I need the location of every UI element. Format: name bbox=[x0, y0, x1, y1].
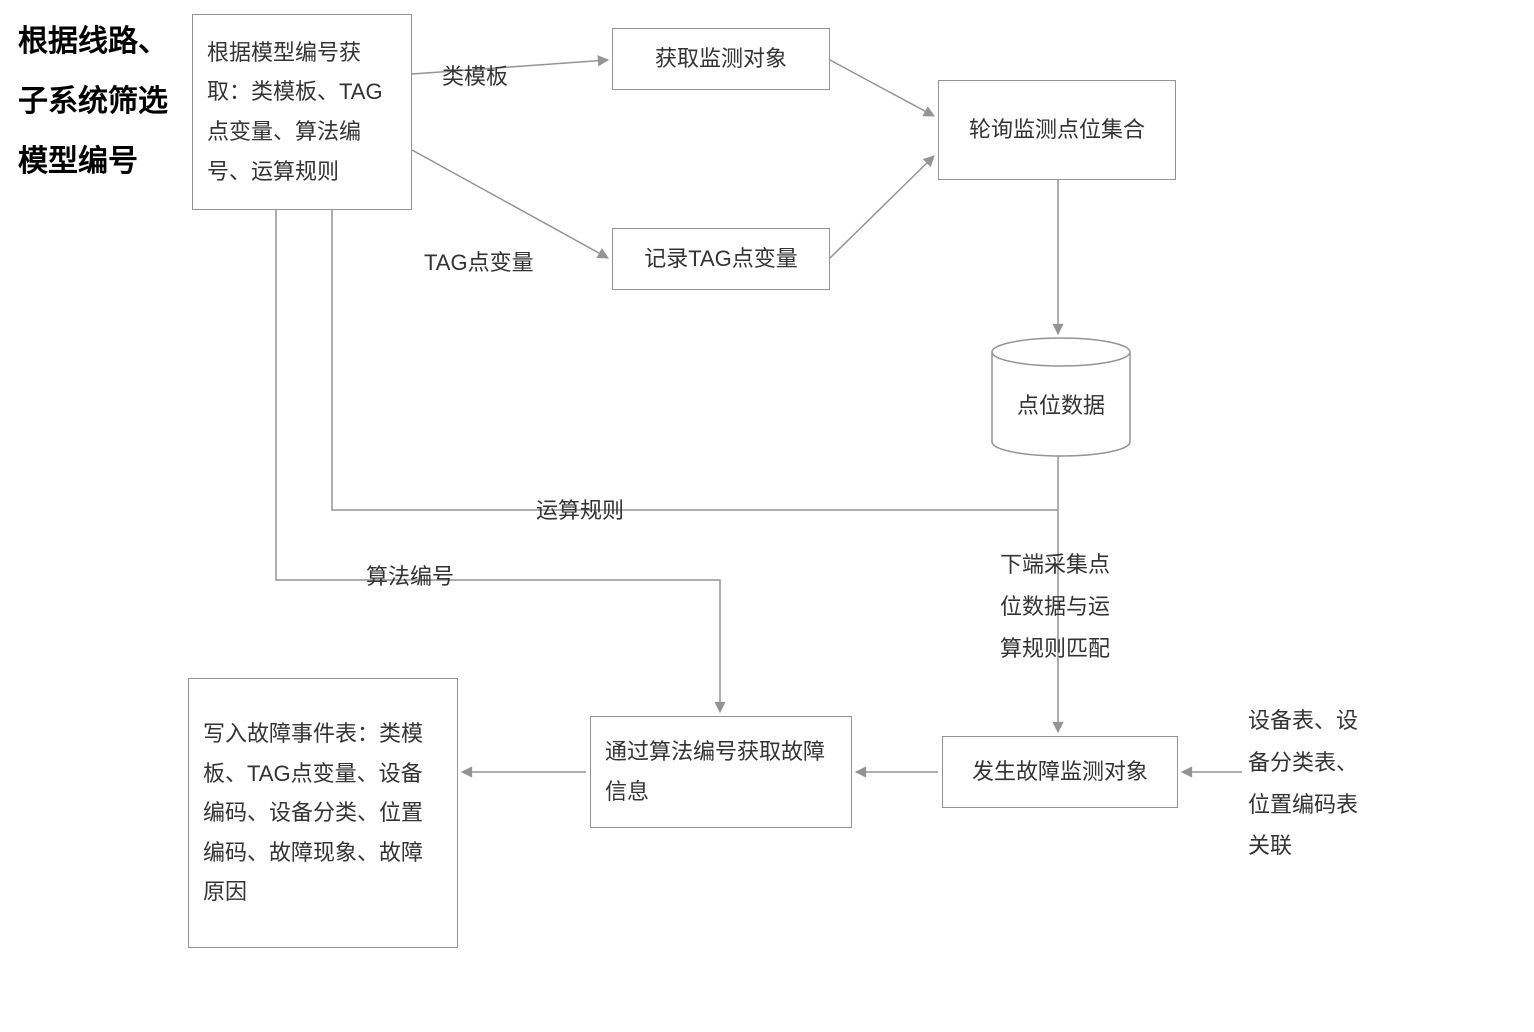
node-write-fault-event-label: 写入故障事件表：类模板、TAG点变量、设备编码、设备分类、位置编码、故障现象、故… bbox=[203, 714, 443, 912]
node-write-fault-event: 写入故障事件表：类模板、TAG点变量、设备编码、设备分类、位置编码、故障现象、故… bbox=[188, 678, 458, 948]
node-poll-points-label: 轮询监测点位集合 bbox=[969, 110, 1145, 150]
node-fault-monitor-object: 发生故障监测对象 bbox=[942, 736, 1178, 808]
title-line-1: 根据线路、 bbox=[18, 25, 168, 58]
db-point-data-label: 点位数据 bbox=[1017, 393, 1105, 418]
node-poll-points: 轮询监测点位集合 bbox=[938, 80, 1176, 180]
node-fault-monitor-object-label: 发生故障监测对象 bbox=[972, 752, 1148, 792]
edge-label-class-template: 类模板 bbox=[442, 56, 508, 98]
node-get-monitor-object-label: 获取监测对象 bbox=[655, 39, 787, 79]
title-line-3: 模型编号 bbox=[18, 145, 138, 178]
title-line-2: 子系统筛选 bbox=[18, 85, 168, 118]
node-model-source: 根据模型编号获取：类模板、TAG点变量、算法编号、运算规则 bbox=[192, 14, 412, 210]
node-record-tag-var-label: 记录TAG点变量 bbox=[644, 239, 798, 279]
edge-label-algorithm-id: 算法编号 bbox=[366, 556, 454, 598]
db-point-data: 点位数据 bbox=[992, 338, 1130, 456]
edge-label-tag-variable: TAG点变量 bbox=[424, 242, 534, 284]
node-get-fault-info-label: 通过算法编号获取故障信息 bbox=[605, 732, 837, 811]
node-get-monitor-object: 获取监测对象 bbox=[612, 28, 830, 90]
node-get-fault-info: 通过算法编号获取故障信息 bbox=[590, 716, 852, 828]
node-record-tag-var: 记录TAG点变量 bbox=[612, 228, 830, 290]
node-model-source-label: 根据模型编号获取：类模板、TAG点变量、算法编号、运算规则 bbox=[207, 33, 397, 191]
diagram-title: 根据线路、 子系统筛选 模型编号 bbox=[18, 12, 198, 192]
edge-label-device-tables: 设备表、设 备分类表、 位置编码表 关联 bbox=[1248, 700, 1358, 867]
edge-label-match-rule: 下端采集点 位数据与运 算规则匹配 bbox=[1000, 544, 1110, 669]
edge-label-operation-rule: 运算规则 bbox=[536, 490, 624, 532]
